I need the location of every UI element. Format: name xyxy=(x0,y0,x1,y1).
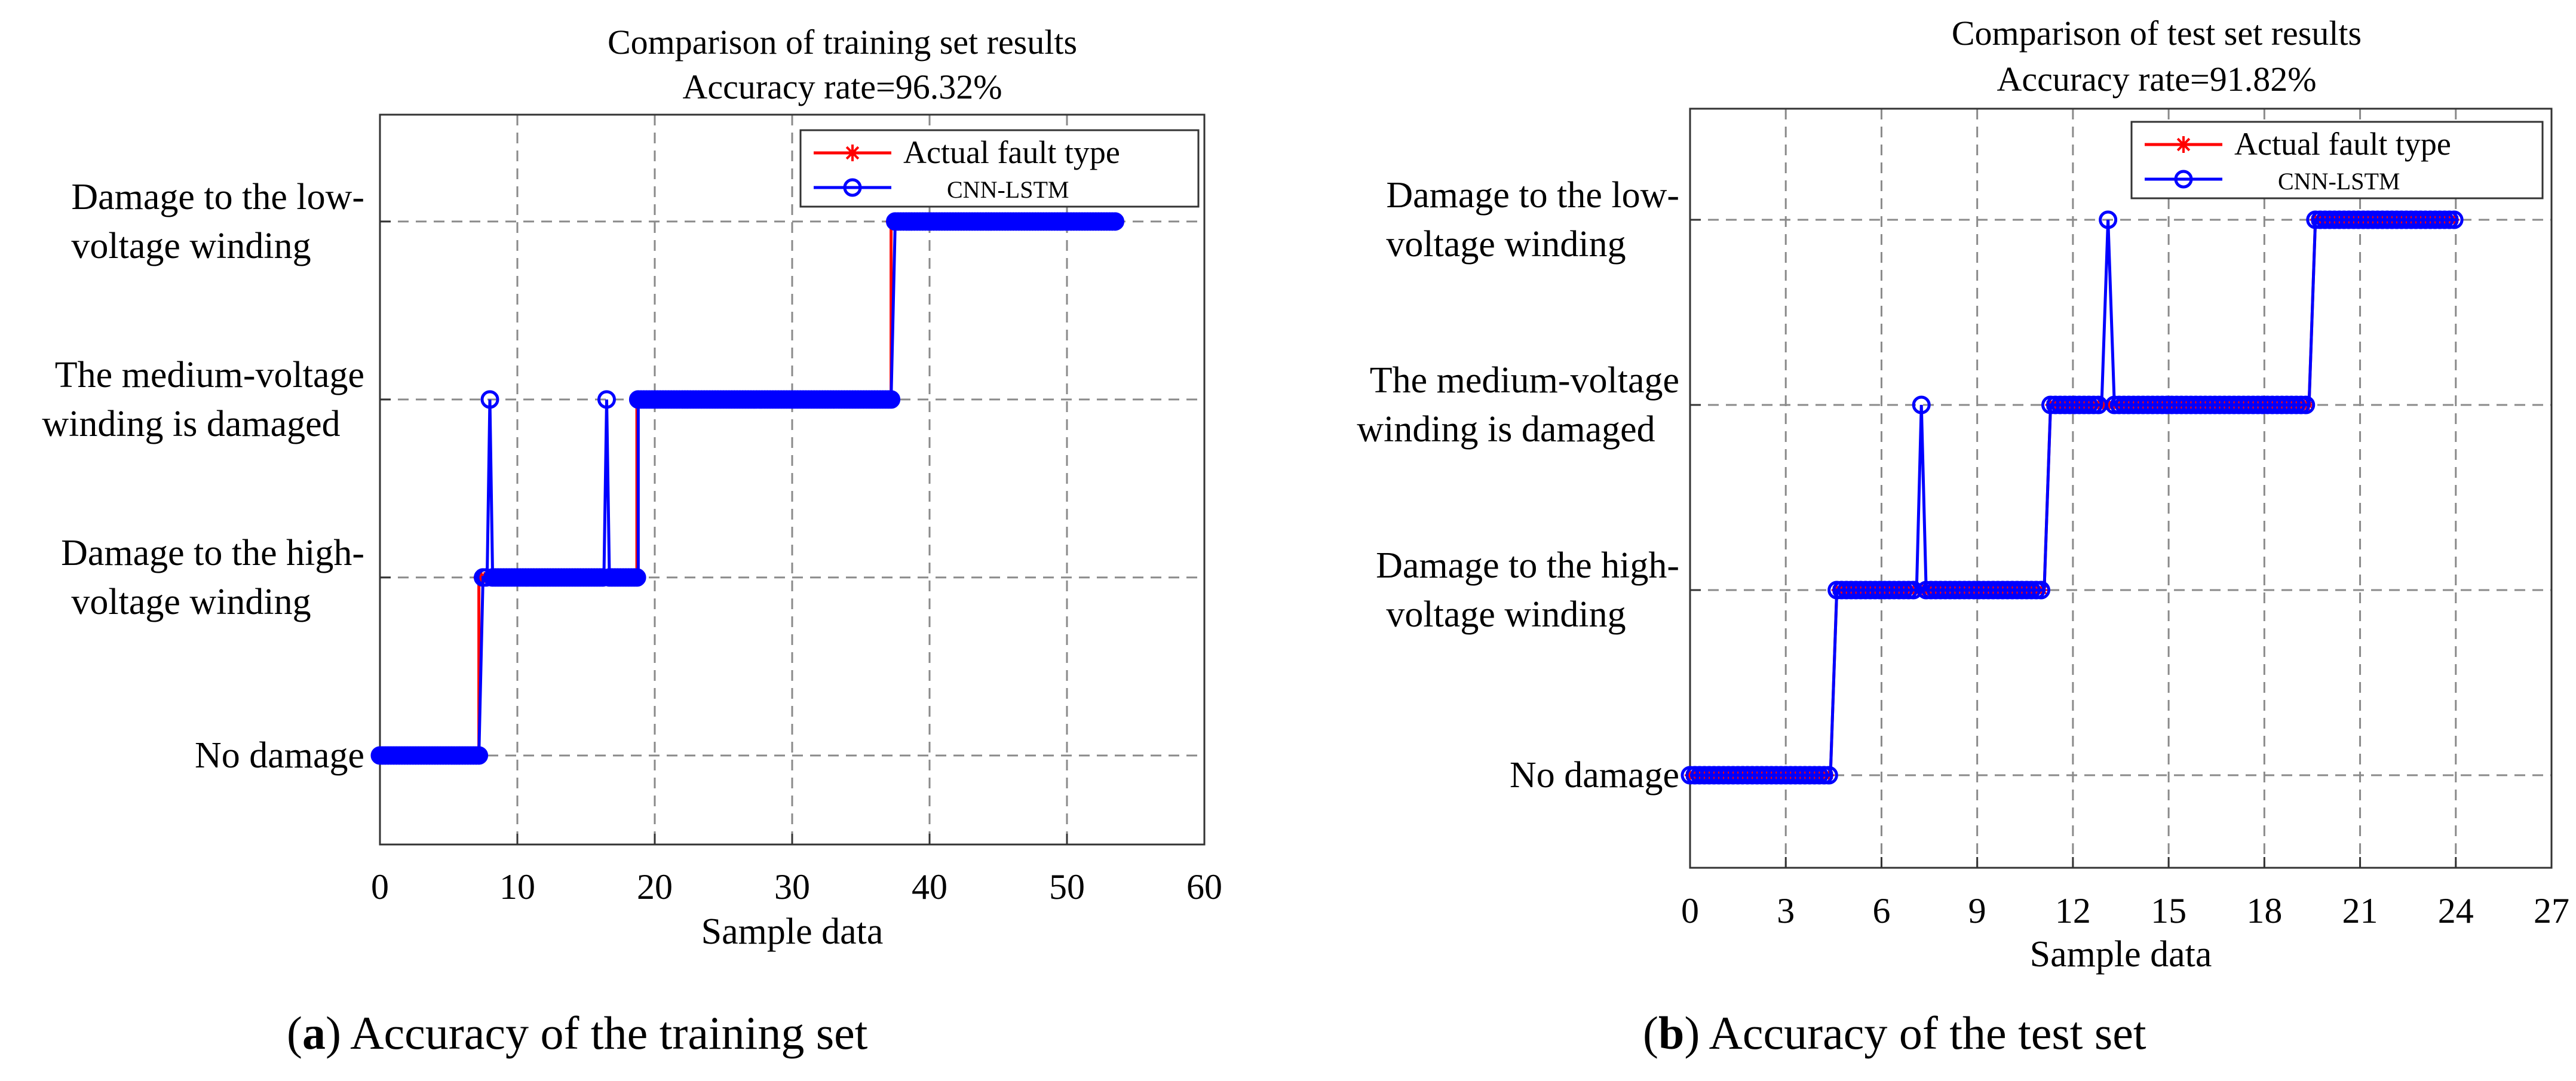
x-tick-label: 60 xyxy=(1186,867,1222,907)
x-tick-label: 27 xyxy=(2534,891,2569,930)
plot-area-frame xyxy=(1689,108,2553,869)
y-tick-label-line: Damage to the high- xyxy=(1376,545,1679,586)
series-markers xyxy=(1680,210,2464,785)
legend-label: CNN-LSTM xyxy=(2278,168,2400,195)
data-point-circle xyxy=(1819,766,1838,785)
legend-marker-star xyxy=(844,145,861,161)
legend-marker-star xyxy=(2175,136,2192,153)
y-tick-label: The medium-voltage winding is damaged xyxy=(42,355,364,444)
training-set-chart: Comparison of training set results Accura… xyxy=(42,23,1222,952)
y-tick-label-line: Damage to the high- xyxy=(61,533,364,573)
series-line-o xyxy=(380,220,1115,757)
legend-marker-circle xyxy=(2174,170,2193,189)
x-tick-label: 9 xyxy=(1968,891,1986,930)
chart-title-line: Comparison of test set results xyxy=(1952,14,2362,53)
legend-label: Actual fault type xyxy=(903,134,1120,170)
x-tick-label: 30 xyxy=(774,867,810,907)
caption-test: (b) Accuracy of the test set xyxy=(1643,1007,2146,1059)
x-tick-label: 6 xyxy=(1872,891,1890,930)
y-tick-label-line: The medium-voltage xyxy=(1370,360,1679,401)
x-tick-label: 40 xyxy=(912,867,947,907)
x-tick-label: 3 xyxy=(1777,891,1795,930)
data-point-circle xyxy=(2031,581,2050,600)
y-tick-label: Damage to the low-voltage winding xyxy=(1386,175,1679,265)
x-axis-label: Sample data xyxy=(701,911,884,952)
x-tick-label: 15 xyxy=(2151,891,2186,930)
caption-text: Accuracy of the test set xyxy=(1709,1007,2146,1059)
legend-label: Actual fault type xyxy=(2234,126,2451,162)
data-point-circle xyxy=(470,746,489,765)
x-tick-label: 24 xyxy=(2438,891,2474,930)
test-set-chart: Comparison of test set results Accuracy r… xyxy=(1357,14,2569,975)
y-tick-label-line: winding is damaged xyxy=(42,404,340,444)
legend-box xyxy=(2130,121,2544,199)
data-point-circle xyxy=(2296,395,2316,414)
y-tick-label: The medium-voltage winding is damaged xyxy=(1357,360,1679,450)
data-point-circle xyxy=(1106,212,1124,231)
y-tick-label-line: voltage winding xyxy=(1386,224,1626,265)
series-markers xyxy=(370,212,1124,765)
chart-panel-training: Comparison of training set results Accura… xyxy=(42,23,1222,1059)
y-tick-label-line: voltage winding xyxy=(1386,594,1626,635)
x-axis-label: Sample data xyxy=(2030,934,2212,975)
series-markers xyxy=(375,216,1120,761)
y-tick-label-line: voltage winding xyxy=(71,582,311,622)
chart-title-line: Accuracy rate=96.32% xyxy=(682,67,1002,106)
data-point-circle xyxy=(1904,581,1923,600)
y-tick-label: No damage xyxy=(1510,755,1679,796)
chart-panel-test: Comparison of test set results Accuracy r… xyxy=(1288,0,2576,1081)
x-tick-label: 0 xyxy=(1681,891,1699,930)
data-point-circle xyxy=(480,390,499,409)
x-tick-label: 20 xyxy=(637,867,673,907)
y-tick-label-line: No damage xyxy=(195,735,364,776)
y-tick-label: No damage xyxy=(195,735,364,776)
chart-title-line: Comparison of training set results xyxy=(608,23,1077,62)
caption-text: Accuracy of the training set xyxy=(350,1007,868,1059)
y-tick-label: Damage to the high-voltage winding xyxy=(61,533,364,622)
series-markers xyxy=(1685,214,2460,781)
y-tick-label: Damage to the low-voltage winding xyxy=(71,177,364,266)
caption-label: b xyxy=(1658,1007,1685,1059)
y-tick-label-line: No damage xyxy=(1510,755,1679,796)
x-tick-label: 18 xyxy=(2246,891,2282,930)
data-point-circle xyxy=(627,568,646,587)
x-tick-label: 0 xyxy=(371,867,389,907)
x-tick-label: 21 xyxy=(2342,891,2378,930)
data-point-circle xyxy=(2445,210,2464,229)
y-tick-label-line: voltage winding xyxy=(71,226,311,266)
chart-title-line: Accuracy rate=91.82% xyxy=(1997,60,2316,99)
legend-marker-circle xyxy=(843,178,862,197)
data-point-circle xyxy=(882,390,901,409)
y-tick-label: Damage to the high-voltage winding xyxy=(1376,545,1679,635)
y-tick-label-line: winding is damaged xyxy=(1357,409,1655,450)
legend-box xyxy=(799,129,1200,208)
data-point-circle xyxy=(597,390,616,409)
x-tick-label: 12 xyxy=(2055,891,2091,930)
x-tick-label: 50 xyxy=(1049,867,1085,907)
x-tick-label: 10 xyxy=(499,867,535,907)
caption-training: (a) Accuracy of the training set xyxy=(287,1007,868,1059)
y-tick-label-line: The medium-voltage xyxy=(55,355,364,395)
legend-label: CNN-LSTM xyxy=(947,176,1069,203)
y-tick-label-line: Damage to the low- xyxy=(1386,175,1679,216)
data-point-circle xyxy=(1912,395,1931,414)
data-point-circle xyxy=(2099,210,2118,229)
caption-label: a xyxy=(302,1007,326,1059)
y-tick-label-line: Damage to the low- xyxy=(71,177,364,217)
